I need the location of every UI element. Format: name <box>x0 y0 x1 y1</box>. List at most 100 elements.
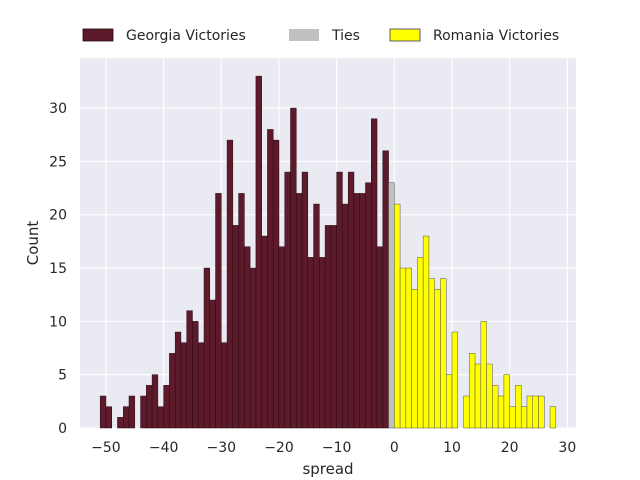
histogram-bar <box>497 395 505 429</box>
histogram-bar <box>105 406 112 429</box>
y-axis-label: Count <box>24 221 42 266</box>
x-tick-label: −10 <box>322 440 352 456</box>
histogram-bar <box>215 193 222 429</box>
y-tick-label: 0 <box>58 421 67 437</box>
histogram-bar <box>284 171 291 429</box>
histogram-bar <box>474 363 482 429</box>
histogram-bar <box>330 225 337 429</box>
histogram-bar <box>422 235 430 429</box>
histogram-bar <box>451 331 459 429</box>
histogram-bar <box>296 193 303 429</box>
x-tick-label: −50 <box>91 440 121 456</box>
histogram-bar <box>469 353 476 429</box>
x-axis-label: spread <box>302 460 353 478</box>
histogram-bar <box>307 257 314 429</box>
histogram-bar <box>342 203 349 429</box>
histogram-bar <box>399 267 407 429</box>
histogram-bar <box>411 289 418 429</box>
histogram-bar <box>140 395 147 429</box>
histogram-bar <box>197 342 205 429</box>
histogram-bar <box>405 267 412 429</box>
x-tick-label: −30 <box>207 440 237 456</box>
histogram-bar <box>117 417 124 429</box>
y-tick-label: 20 <box>49 208 67 224</box>
y-tick-label: 25 <box>49 154 67 170</box>
histogram-bar <box>169 353 176 429</box>
histogram-bar <box>394 203 401 429</box>
histogram-bar <box>480 321 487 429</box>
x-tick-label: 20 <box>501 440 519 456</box>
x-tick-label: −40 <box>149 440 179 456</box>
histogram-bar <box>445 374 453 429</box>
x-tick-label: 10 <box>443 440 461 456</box>
legend-swatch <box>389 28 421 42</box>
histogram-bar <box>261 235 268 429</box>
histogram-bar <box>526 395 533 429</box>
histogram-bar <box>272 139 280 429</box>
histogram-bar <box>313 203 320 429</box>
histogram-bar <box>365 182 372 429</box>
x-tick-labels: −50 −40 −30 −20 −10 0 10 20 30 <box>91 440 576 456</box>
histogram-bar <box>509 406 516 429</box>
histogram-bar <box>359 193 366 429</box>
legend-label: Georgia Victories <box>126 28 246 44</box>
histogram-bar <box>463 395 470 429</box>
histogram-bar <box>503 374 510 429</box>
legend-swatch <box>82 28 114 42</box>
legend-label: Romania Victories <box>433 28 559 44</box>
histogram-bar <box>151 374 159 429</box>
histogram-bar <box>382 150 389 429</box>
histogram-bar <box>255 75 262 429</box>
histogram-bar <box>192 321 199 429</box>
histogram-bar <box>324 225 332 429</box>
histogram-bar <box>538 395 545 429</box>
histogram-bar <box>434 289 441 429</box>
histogram-bar <box>290 107 297 429</box>
histogram-bar <box>376 246 384 429</box>
histogram-bar <box>371 118 378 429</box>
histogram-bar <box>440 278 447 429</box>
histogram-bar <box>417 257 424 429</box>
histogram-bar <box>163 385 170 429</box>
histogram-bar <box>515 385 522 429</box>
histogram-bar <box>209 299 216 429</box>
histogram-bar <box>267 129 274 429</box>
histogram-bar <box>249 267 257 429</box>
histogram-bar <box>336 171 343 429</box>
histogram-bar <box>226 139 234 429</box>
histogram-bar <box>347 171 355 429</box>
histogram-bar <box>123 406 130 429</box>
histogram-bar <box>549 406 557 429</box>
histogram-bar <box>186 310 193 429</box>
histogram-bar <box>278 246 285 429</box>
legend: Georgia Victories Ties Romania Victories <box>82 28 559 44</box>
x-tick-label: 30 <box>558 440 576 456</box>
legend-swatch <box>289 29 319 41</box>
histogram-bar <box>319 257 326 429</box>
histogram-bar <box>532 395 539 429</box>
histogram-bar <box>203 267 211 429</box>
histogram-bar <box>180 342 187 429</box>
histogram-bar <box>520 406 528 429</box>
histogram-bar <box>244 246 251 429</box>
histogram-bar <box>301 171 309 429</box>
histogram-bar <box>146 385 153 429</box>
y-tick-label: 15 <box>49 261 67 277</box>
y-tick-labels: 0 5 10 15 20 25 30 <box>49 101 67 437</box>
x-tick-label: 0 <box>390 440 399 456</box>
y-tick-label: 30 <box>49 101 67 117</box>
histogram-bar <box>221 342 228 429</box>
histogram-bar <box>238 193 245 429</box>
histogram-bar <box>492 385 499 429</box>
bars <box>99 75 557 429</box>
histogram-bar <box>174 331 182 429</box>
histogram-bar <box>232 225 239 429</box>
histogram-bar <box>128 395 136 429</box>
histogram-bar <box>157 406 164 429</box>
y-tick-label: 5 <box>58 368 67 384</box>
histogram-bar <box>353 193 360 429</box>
histogram-bar <box>486 363 493 429</box>
y-tick-label: 10 <box>49 314 67 330</box>
legend-label: Ties <box>331 28 360 44</box>
